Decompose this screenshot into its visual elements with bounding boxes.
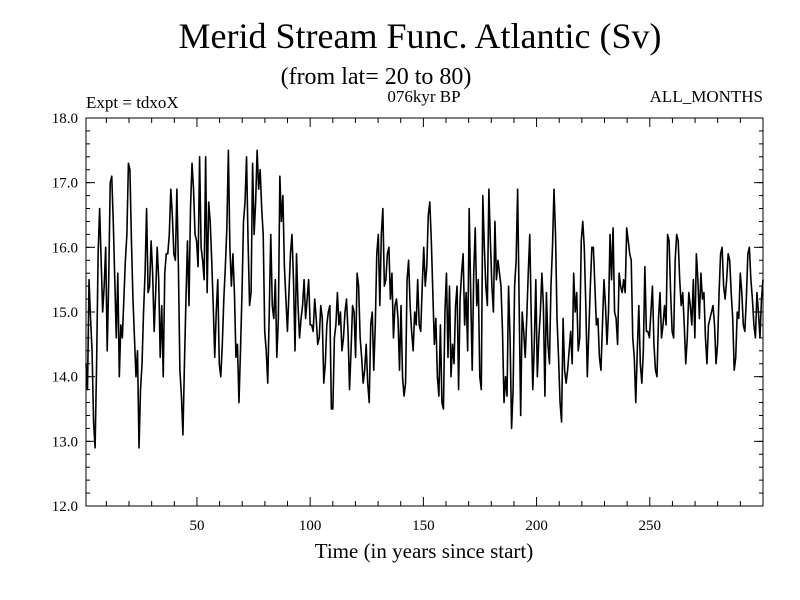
x-tick-label: 250 [639,518,662,534]
x-tick-label: 50 [189,518,204,534]
x-axis-label: Time (in years since start) [315,539,534,563]
y-tick-label: 17.0 [52,176,78,192]
x-axis: 50 100 150 200 250 [105,118,764,534]
series-line [85,149,764,449]
x-tick-label: 100 [299,518,322,534]
y-tick-label: 18.0 [52,111,78,127]
period-label: 076kyr BP [387,87,460,106]
chart-title: Merid Stream Func. Atlantic (Sv) [179,16,662,56]
y-tick-label: 15.0 [52,305,78,321]
y-tick-label: 14.0 [52,370,78,386]
experiment-label: Expt = tdxoX [86,93,179,112]
y-tick-label: 13.0 [52,434,78,450]
months-label: ALL_MONTHS [650,87,763,106]
x-tick-label: 150 [412,518,435,534]
y-tick-label: 12.0 [52,499,78,515]
chart-subtitle: (from lat= 20 to 80) [281,64,472,90]
series-layer [85,149,764,449]
y-tick-label: 16.0 [52,240,78,256]
x-tick-label: 200 [525,518,548,534]
